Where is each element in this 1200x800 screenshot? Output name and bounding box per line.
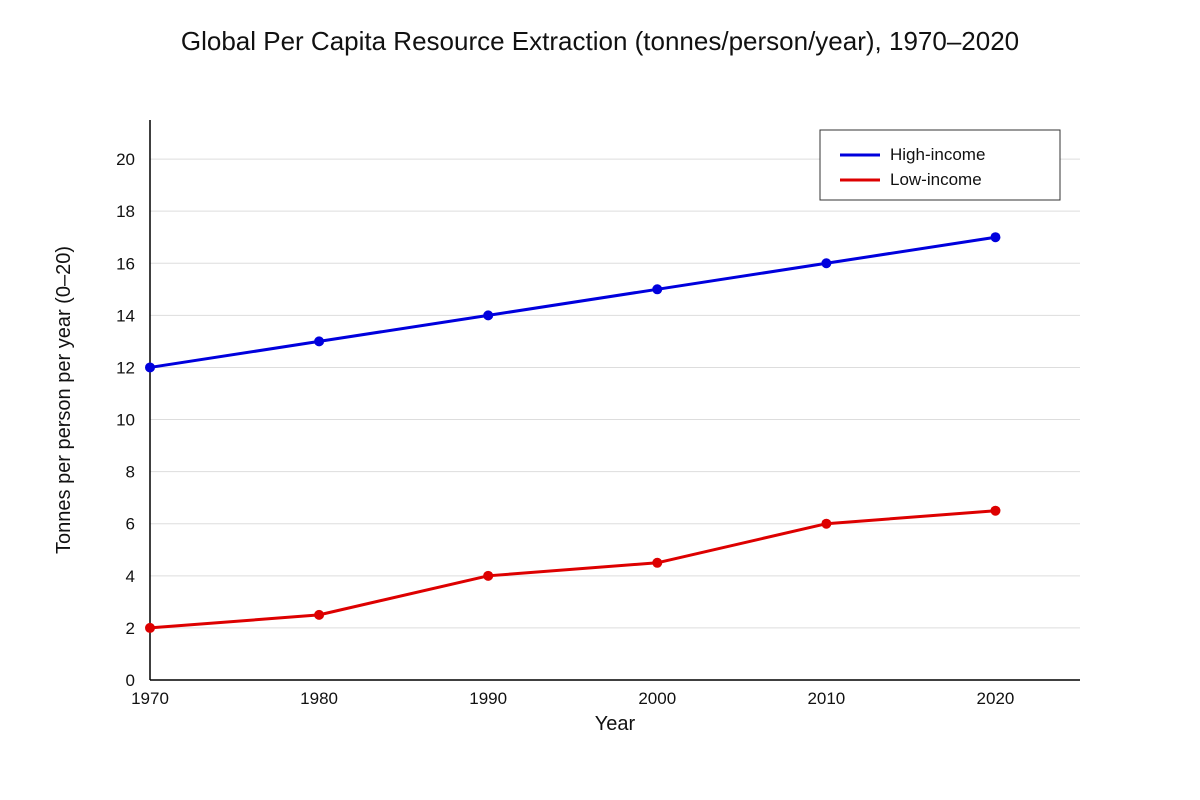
data-point-low-income-2000 <box>652 557 663 568</box>
y-tick-label-0: 0 <box>126 671 135 690</box>
x-tick-label-1970: 1970 <box>131 689 169 708</box>
x-tick-labels: 1970 1980 1990 2000 2010 2020 <box>131 689 1014 708</box>
x-tick-label-2020: 2020 <box>977 689 1015 708</box>
data-point-low-income-2010 <box>821 518 832 529</box>
axes <box>149 120 1080 681</box>
data-point-high-income-2000 <box>652 284 663 295</box>
x-tick-label-2010: 2010 <box>807 689 845 708</box>
legend-label-low-income: Low-income <box>890 170 982 189</box>
y-tick-label-2: 2 <box>126 619 135 638</box>
x-tick-label-1990: 1990 <box>469 689 507 708</box>
data-point-high-income-1970 <box>145 362 155 373</box>
data-point-high-income-1980 <box>314 336 325 347</box>
gridlines <box>150 158 1080 629</box>
series-line-high-income <box>149 235 996 369</box>
data-point-high-income-2020 <box>990 232 1001 243</box>
legend-label-high-income: High-income <box>890 145 985 164</box>
data-point-low-income-1990 <box>483 570 494 581</box>
y-tick-label-6: 6 <box>126 515 135 534</box>
y-tick-label-8: 8 <box>126 463 135 482</box>
y-tick-label-16: 16 <box>116 254 135 273</box>
data-point-low-income-2020 <box>990 505 1001 516</box>
x-axis-label: Year <box>595 713 636 735</box>
series-lines <box>145 232 1001 633</box>
series-line-low-income <box>149 509 996 630</box>
y-tick-label-10: 10 <box>116 411 135 430</box>
data-point-low-income-1970 <box>145 622 155 633</box>
data-point-high-income-1990 <box>483 310 494 321</box>
y-tick-label-20: 20 <box>116 150 135 169</box>
y-tick-label-14: 14 <box>116 306 135 325</box>
y-tick-labels: 0 2 4 6 8 10 12 14 16 18 20 <box>116 150 135 690</box>
legend: High-income Low-income <box>819 129 1061 201</box>
x-tick-label-2000: 2000 <box>638 689 676 708</box>
y-tick-label-4: 4 <box>126 567 135 586</box>
x-tick-label-1980: 1980 <box>300 689 338 708</box>
y-tick-label-12: 12 <box>116 358 135 377</box>
chart-title: Global Per Capita Resource Extraction (t… <box>181 26 1019 56</box>
legend-box <box>819 129 1061 201</box>
y-tick-label-18: 18 <box>116 202 135 221</box>
data-point-low-income-1980 <box>314 609 325 620</box>
data-point-high-income-2010 <box>821 258 832 269</box>
y-axis-label: Tonnes per person per year (0–20) <box>53 246 75 554</box>
